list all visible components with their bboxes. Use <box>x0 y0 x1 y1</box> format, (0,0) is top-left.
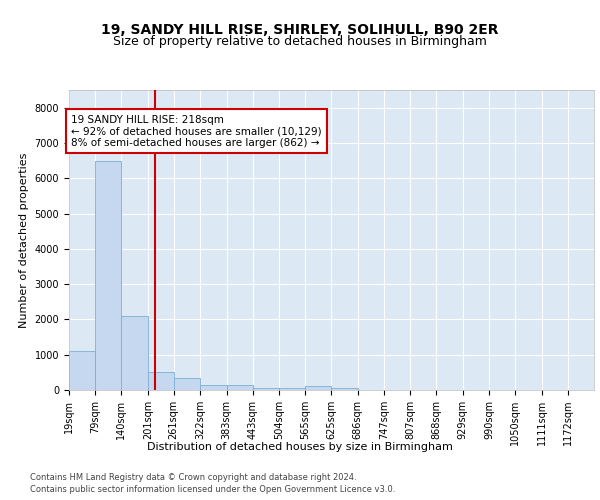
Bar <box>174 378 200 390</box>
Y-axis label: Number of detached properties: Number of detached properties <box>19 152 29 328</box>
Bar <box>279 388 305 390</box>
Text: 19, SANDY HILL RISE, SHIRLEY, SOLIHULL, B90 2ER: 19, SANDY HILL RISE, SHIRLEY, SOLIHULL, … <box>101 22 499 36</box>
Text: Distribution of detached houses by size in Birmingham: Distribution of detached houses by size … <box>147 442 453 452</box>
Bar <box>305 386 331 390</box>
Bar <box>200 384 227 390</box>
Bar <box>69 351 95 390</box>
Bar <box>253 388 279 390</box>
Bar <box>121 316 148 390</box>
Text: Size of property relative to detached houses in Birmingham: Size of property relative to detached ho… <box>113 35 487 48</box>
Bar <box>331 388 358 390</box>
Text: 19 SANDY HILL RISE: 218sqm
← 92% of detached houses are smaller (10,129)
8% of s: 19 SANDY HILL RISE: 218sqm ← 92% of deta… <box>71 114 322 148</box>
Text: Contains public sector information licensed under the Open Government Licence v3: Contains public sector information licen… <box>30 485 395 494</box>
Bar <box>227 386 253 390</box>
Bar <box>95 160 121 390</box>
Bar <box>148 372 174 390</box>
Text: Contains HM Land Registry data © Crown copyright and database right 2024.: Contains HM Land Registry data © Crown c… <box>30 472 356 482</box>
